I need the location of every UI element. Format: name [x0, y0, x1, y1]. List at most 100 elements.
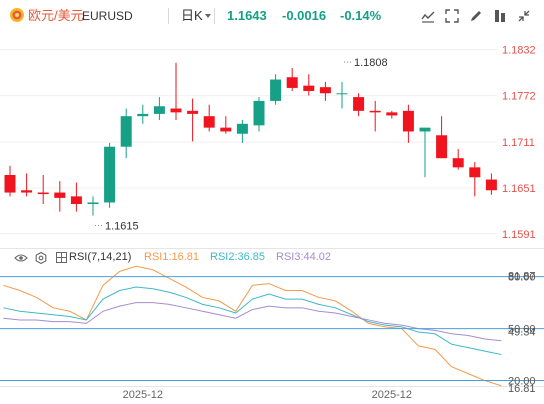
candle[interactable] [37, 174, 49, 204]
candle[interactable] [253, 97, 265, 132]
candle[interactable] [386, 110, 398, 119]
price-change-percent: -0.14% [340, 8, 382, 23]
candle-body [369, 110, 381, 113]
candle[interactable] [402, 104, 414, 143]
rsi-series-line [3, 302, 502, 342]
candle[interactable] [353, 93, 365, 117]
rsi-last-label: 81.87 [508, 270, 536, 282]
candle[interactable] [187, 98, 199, 142]
candle[interactable] [21, 173, 33, 197]
candle[interactable] [87, 196, 99, 216]
candle-body [220, 127, 232, 132]
candle[interactable] [104, 142, 116, 208]
candle-body [70, 196, 82, 204]
candle[interactable] [485, 173, 497, 195]
candle[interactable] [4, 165, 16, 197]
candle-body [436, 135, 448, 159]
drawing-icon[interactable] [467, 7, 485, 25]
candle[interactable] [303, 74, 315, 96]
pair-code: EURUSD [82, 9, 133, 23]
pair-name: 欧元/美元 [28, 8, 84, 23]
main-grid [0, 49, 544, 387]
candle-body [336, 93, 348, 95]
rsi2-value: RSI2:36.85 [210, 251, 266, 263]
collapse-icon[interactable] [515, 7, 533, 25]
rsi-indicator-name: RSI(7,14,21) [69, 251, 132, 263]
candle-body [303, 85, 315, 91]
eye-icon[interactable] [14, 252, 28, 264]
rsi-series-line [3, 265, 502, 387]
gear-icon[interactable] [35, 252, 47, 264]
candle[interactable] [54, 181, 66, 212]
candle[interactable] [203, 104, 215, 132]
candle[interactable] [70, 182, 82, 212]
price-annotations: 1.1615 1.1808 [95, 57, 388, 232]
rsi3-value: RSI3:44.02 [276, 251, 332, 263]
price-change: -0.0016 [282, 8, 327, 23]
toggle-icon[interactable] [491, 7, 509, 25]
line-chart-icon[interactable] [419, 7, 437, 25]
candle-body [187, 110, 199, 114]
candle[interactable] [170, 62, 182, 120]
divider [214, 8, 215, 24]
x-axis-labels: 2025-12 2025-12 [123, 389, 412, 401]
candle[interactable] [286, 68, 298, 91]
candle-body [419, 127, 431, 132]
candle-body [21, 190, 33, 193]
candle[interactable] [270, 74, 282, 105]
candle[interactable] [236, 120, 248, 143]
rsi-legend: RSI(7,14,21) RSI1:16.81 RSI2:36.85 RSI3:… [0, 249, 400, 267]
candle[interactable] [436, 116, 448, 159]
chevron-down-icon[interactable] [205, 14, 211, 18]
rsi1-value: RSI1:16.81 [144, 251, 200, 263]
x-tick-label: 2025-12 [123, 389, 163, 401]
candle[interactable] [137, 104, 149, 124]
candle[interactable] [469, 162, 481, 197]
candle-body [319, 87, 331, 94]
candle-body [469, 167, 481, 178]
candle-body [170, 108, 182, 113]
candle-body [402, 110, 414, 132]
price-annotation: 1.1808 [354, 57, 388, 69]
y-tick-label: 1.1651 [502, 183, 536, 195]
price-annotation: 1.1615 [105, 220, 139, 232]
fullscreen-icon[interactable] [443, 7, 461, 25]
y-tick-label: 1.1711 [502, 137, 535, 149]
candle-body [386, 112, 398, 116]
rsi-series-line [3, 286, 502, 356]
candle-body [452, 158, 464, 168]
x-tick-label: 2025-12 [372, 389, 412, 401]
candle[interactable] [220, 116, 232, 134]
candle-body [270, 79, 282, 101]
last-price: 1.1643 [227, 8, 267, 23]
candle-body [4, 174, 16, 193]
candles [4, 62, 497, 216]
rsi-lines [3, 265, 502, 387]
candle-body [54, 192, 66, 198]
candle[interactable] [452, 149, 464, 170]
candle[interactable] [336, 81, 348, 109]
candle[interactable] [120, 108, 132, 159]
rsi-level-label: 50.00 [508, 324, 536, 336]
candle-body [485, 179, 497, 191]
candle[interactable] [419, 127, 431, 178]
candle[interactable] [153, 97, 165, 120]
header: 欧元/美元 EURUSD 日K 1.1643 -0.0016 -0.14% [0, 0, 544, 32]
candle-body [153, 106, 165, 114]
candle-body [203, 116, 215, 128]
rsi-level-label: 20.00 [508, 376, 536, 388]
rsi-levels: 80.00 50.00 20.00 81.87 49.34 16.81 [0, 270, 544, 395]
candle[interactable] [319, 81, 331, 101]
y-tick-label: 1.1591 [502, 229, 536, 241]
candle[interactable] [369, 100, 381, 132]
candle-body [120, 116, 132, 147]
candle-body [137, 113, 149, 117]
divider [168, 8, 169, 24]
interval-selector[interactable]: 日K [181, 8, 203, 23]
y-tick-label: 1.1772 [502, 91, 536, 103]
grid-icon[interactable] [56, 252, 67, 263]
y-axis-labels: 1.1832 1.1772 1.1711 1.1651 1.1591 [502, 45, 536, 241]
y-tick-label: 1.1832 [502, 45, 536, 57]
candle-body [37, 192, 49, 195]
